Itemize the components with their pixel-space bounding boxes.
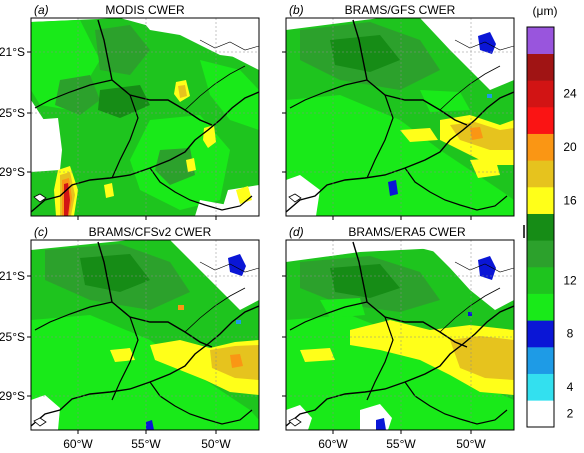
- panel-d-map: (d) BRAMS/ERA5 CWER 60°W 55°W 50°W: [282, 225, 515, 451]
- colorbar-segment: [527, 133, 554, 161]
- panel-a-lat-21: 21°S: [0, 45, 25, 59]
- colorbar-segment: [527, 80, 554, 108]
- panel-a-title: MODIS CWER: [105, 3, 185, 17]
- panel-d-title: BRAMS/ERA5 CWER: [348, 225, 466, 239]
- colorbar-tick-label: 8: [567, 327, 574, 341]
- panel-a-map: (a) MODIS CWER 21°S 25°S 29°S: [0, 3, 260, 220]
- panel-c-lat-21: 21°S: [0, 269, 25, 283]
- panel-b-title: BRAMS/GFS CWER: [345, 3, 456, 17]
- panel-c-lon-50: 50°W: [201, 437, 231, 451]
- panel-c-letter: (c): [34, 225, 48, 239]
- colorbar-segment: [527, 267, 554, 294]
- colorbar-tick-label: 16: [563, 193, 577, 207]
- colorbar-segments: [527, 27, 554, 428]
- panel-c-lat-29: 29°S: [0, 389, 25, 403]
- panel-c-lon-55: 55°W: [131, 437, 161, 451]
- panel-d-lon-55: 55°W: [386, 437, 416, 451]
- colorbar-tick-label: 20: [563, 140, 577, 154]
- panel-d-lon-50: 50°W: [456, 437, 486, 451]
- colorbar-segment: [527, 160, 554, 188]
- colorbar-segment: [527, 107, 554, 134]
- colorbar-segment: [527, 27, 554, 54]
- panel-b-map: (b) BRAMS/GFS CWER: [282, 3, 515, 220]
- panel-a-letter: (a): [34, 3, 49, 17]
- panel-c-lat-25: 25°S: [0, 330, 25, 344]
- colorbar-segment: [527, 373, 554, 401]
- colorbar-unit-label: (μm): [533, 4, 558, 18]
- colorbar-tick-label: 24: [563, 87, 577, 101]
- colorbar-segment: [527, 293, 554, 321]
- colorbar-segment: [527, 320, 554, 348]
- panel-c-lon-60: 60°W: [63, 437, 93, 451]
- panel-c-map: (c) BRAMS/CFSv2 CWER 21°S 25°S 29°S 60°W…: [0, 225, 260, 451]
- colorbar-segment: [527, 187, 554, 214]
- colorbar-segment: [527, 213, 554, 241]
- colorbar-tick-label: 12: [563, 273, 577, 287]
- colorbar-segment: [527, 400, 554, 428]
- panel-a-lat-29: 29°S: [0, 165, 25, 179]
- colorbar-tick-label: 4: [567, 380, 574, 394]
- panel-d-letter: (d): [289, 225, 304, 239]
- colorbar-segment: [527, 240, 554, 268]
- panel-a-lat-25: 25°S: [0, 106, 25, 120]
- panel-b-letter: (b): [289, 3, 304, 17]
- panel-d-lon-60: 60°W: [318, 437, 348, 451]
- panel-c-title: BRAMS/CFSv2 CWER: [89, 225, 212, 239]
- colorbar-segment: [527, 347, 554, 374]
- colorbar-tick-label: 2: [567, 407, 574, 421]
- colorbar-segment: [527, 53, 554, 81]
